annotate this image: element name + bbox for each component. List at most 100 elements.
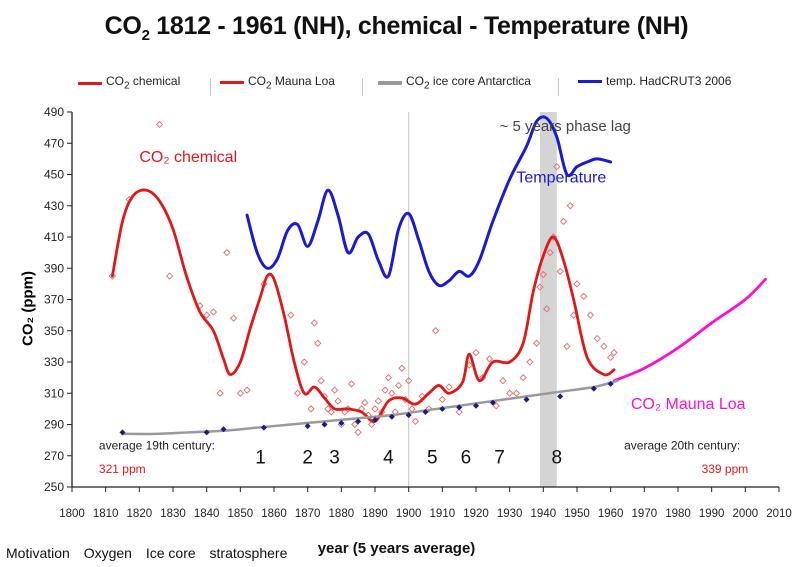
ice-core-point <box>489 399 496 406</box>
legend-label: temp. HadCRUT3 2006 <box>606 74 732 88</box>
scatter-point <box>327 408 335 416</box>
y-tick-label: 310 <box>44 386 64 400</box>
x-tick-label: 1820 <box>127 508 153 520</box>
x-tick-label: 1850 <box>228 508 254 520</box>
scatter-point <box>543 305 551 313</box>
chart-annotation: 321 ppm <box>99 462 146 476</box>
scatter-point <box>203 311 211 319</box>
ice-core-point <box>456 404 463 411</box>
x-tick-label: 2010 <box>766 508 792 520</box>
scatter-point <box>287 311 295 319</box>
ice-core-point <box>439 405 446 412</box>
period-label: 1 <box>255 448 266 469</box>
legend-item-co2-ice-core: CO2 ice core Antarctica <box>378 74 531 91</box>
legend-line-icon <box>378 80 402 85</box>
nav-link-motivation[interactable]: Motivation <box>6 545 70 561</box>
phase-lag-band <box>539 112 557 487</box>
scatter-point <box>563 342 571 351</box>
scatter-point <box>236 389 244 397</box>
title-sub: 2 <box>141 27 150 44</box>
scatter-point <box>546 248 554 257</box>
x-tick-label: 1830 <box>160 508 186 520</box>
scatter-point <box>314 339 322 347</box>
scatter-point <box>374 397 383 405</box>
ice-core-point <box>607 380 614 387</box>
scatter-point <box>455 408 463 416</box>
scatter-point <box>580 292 588 301</box>
scatter-point <box>388 389 396 397</box>
scatter-point <box>351 420 359 429</box>
scatter-point <box>445 383 453 391</box>
y-tick-label: 430 <box>44 199 64 213</box>
y-tick-label: 390 <box>44 261 64 275</box>
nav-link-stratosphere[interactable]: stratosphere <box>209 545 288 561</box>
period-label: 4 <box>383 448 394 469</box>
legend-label: CO2 chemical <box>106 74 181 92</box>
scatter-point <box>243 386 251 394</box>
scatter-point <box>317 377 325 385</box>
scatter-point <box>556 267 564 276</box>
y-tick-label: 270 <box>44 449 64 463</box>
period-label: 8 <box>552 448 563 469</box>
scatter-point <box>425 405 433 413</box>
scatter-point <box>499 377 507 385</box>
scatter-point <box>229 314 238 322</box>
chart-title: CO2 1812 - 1961 (NH), chemical - Tempera… <box>0 12 793 44</box>
scatter-point <box>381 386 389 394</box>
x-tick-label: 1870 <box>295 508 321 520</box>
legend-item-temperature: temp. HadCRUT3 2006 <box>578 74 731 88</box>
scatter-point <box>367 420 376 429</box>
scatter-point <box>354 428 362 436</box>
chart-annotation: average 20th century: <box>624 439 740 453</box>
x-tick-label: 1990 <box>699 508 725 520</box>
chart-annotation: average 19th century: <box>99 439 215 453</box>
y-tick-label: 450 <box>44 168 64 182</box>
x-tick-label: 1860 <box>261 508 287 520</box>
x-tick-label: 1900 <box>396 508 422 520</box>
y-tick-label: 250 <box>44 480 64 494</box>
scatter-point <box>438 395 446 404</box>
scatter-point <box>593 334 601 343</box>
x-tick-label: 1910 <box>430 508 456 520</box>
scatter-point <box>209 308 218 316</box>
chart-legend: CO2 chemical CO2 Mauna Loa CO2 ice core … <box>0 74 793 98</box>
ice-core-point <box>119 429 126 436</box>
ice-core-point <box>590 385 597 392</box>
x-tick-label: 1880 <box>329 508 355 520</box>
y-tick-label: 370 <box>44 293 64 307</box>
y-tick-label: 350 <box>44 324 64 338</box>
legend-label: CO2 Mauna Loa <box>248 74 335 92</box>
scatter-point <box>610 348 618 357</box>
x-tick-label: 1920 <box>463 508 489 520</box>
period-label: 7 <box>494 448 505 469</box>
nav-link-ice-core[interactable]: Ice core <box>145 545 196 561</box>
ice-core-point <box>372 416 378 423</box>
legend-divider <box>210 78 211 96</box>
scatter-point <box>607 353 615 361</box>
scatter-point <box>347 380 356 388</box>
scatter-point <box>559 217 568 226</box>
ice-core-point <box>422 409 429 415</box>
scatter-point <box>512 389 521 397</box>
x-tick-label: 1970 <box>632 508 658 520</box>
x-tick-label: 1800 <box>59 508 85 520</box>
scatter-point <box>300 358 308 366</box>
scatter-point <box>155 120 164 129</box>
bottom-nav: Motivation Oxygen Ice core stratosphere <box>6 545 297 561</box>
nav-link-oxygen[interactable]: Oxygen <box>83 545 132 561</box>
period-label: 5 <box>427 448 438 469</box>
x-tick-label: 1840 <box>194 508 220 520</box>
scatter-point <box>216 389 224 397</box>
scatter-point <box>566 202 574 210</box>
ice-core-point <box>304 423 311 430</box>
legend-line-icon <box>578 79 602 83</box>
ice-core-point <box>321 421 328 428</box>
scatter-point <box>600 342 608 351</box>
ice-core-point <box>220 426 227 433</box>
y-axis-label: CO₂ (ppm) <box>19 271 37 346</box>
x-tick-label: 1890 <box>362 508 388 520</box>
x-tick-label: 1960 <box>598 508 624 520</box>
scatter-point <box>307 405 315 413</box>
scatter-point <box>310 319 319 327</box>
